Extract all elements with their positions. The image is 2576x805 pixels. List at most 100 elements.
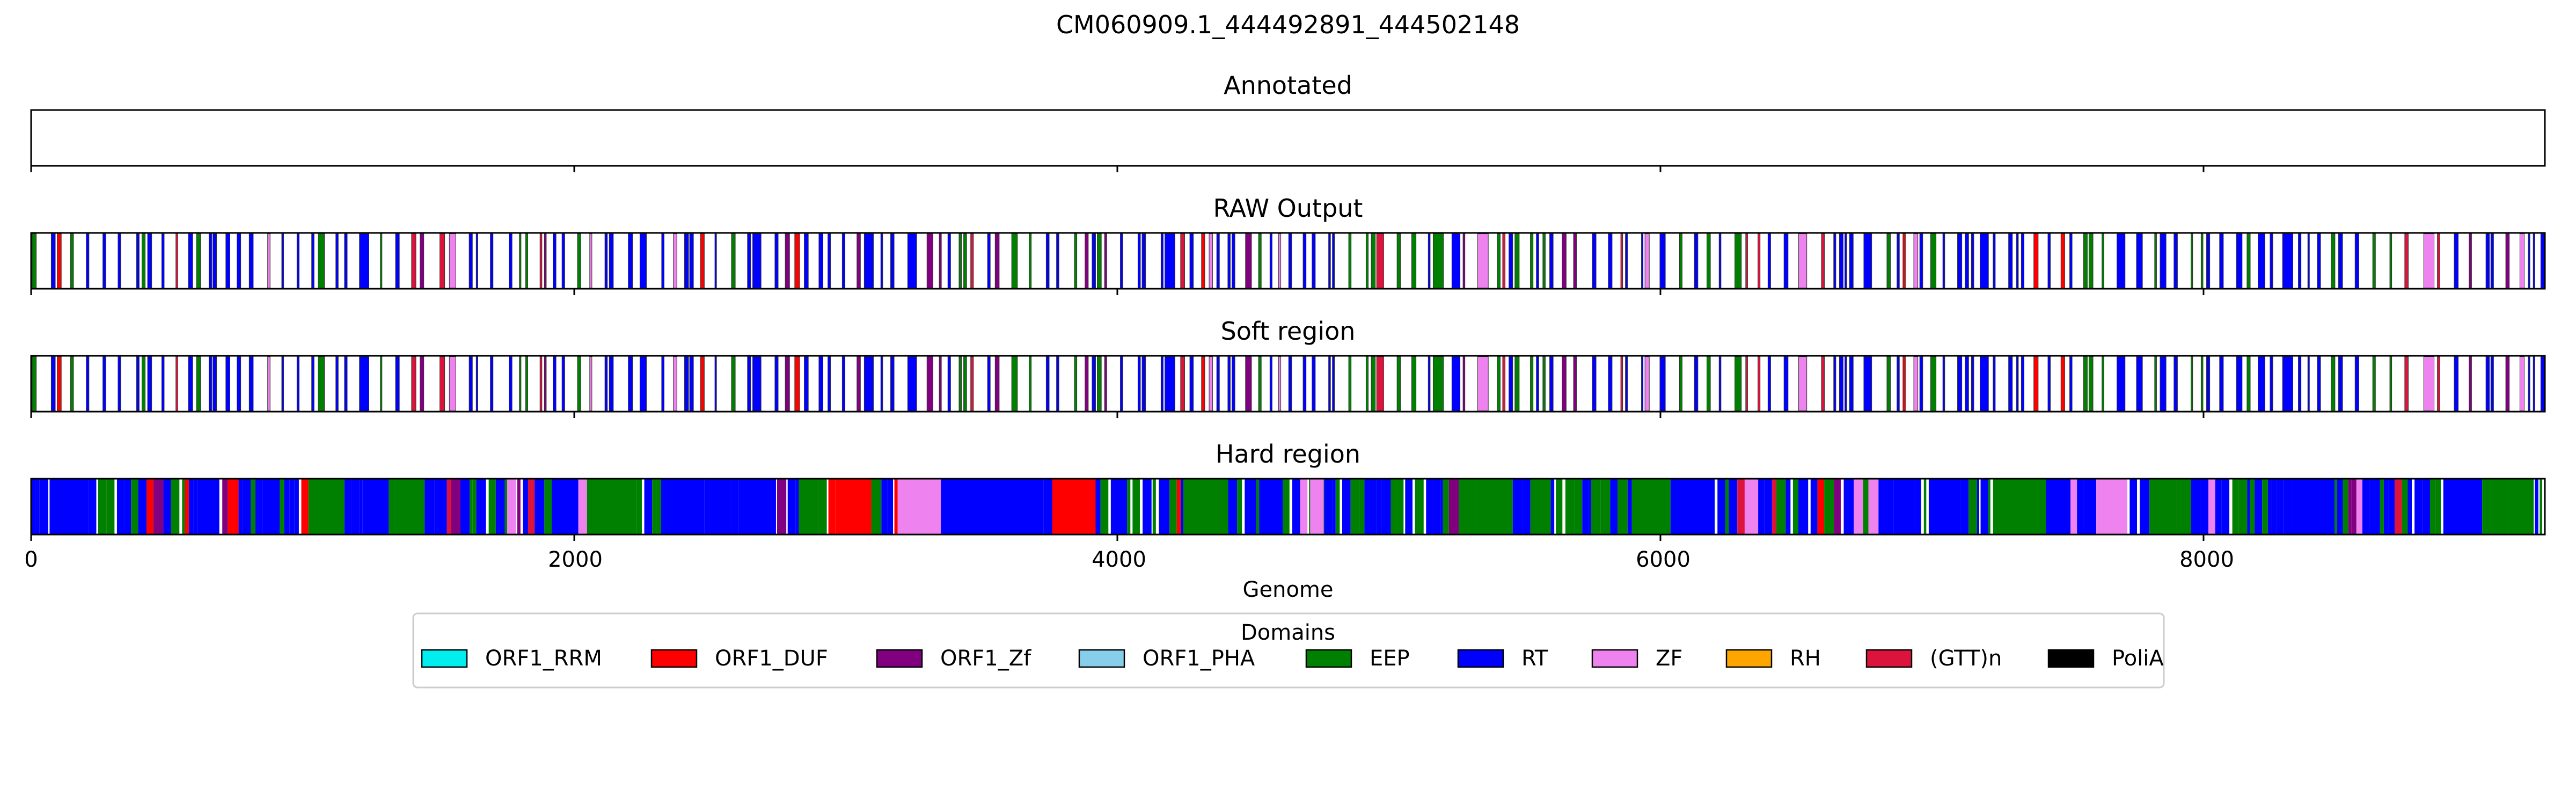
domain-segment-rt — [1165, 356, 1175, 411]
domain-segment-rt — [2221, 479, 2230, 534]
domain-segment-eep — [396, 479, 425, 534]
domain-segment-rt — [1328, 233, 1331, 288]
domain-segment-rt — [89, 479, 97, 534]
domain-segment-eep — [636, 479, 642, 534]
legend-label: EEP — [1370, 646, 1410, 671]
domain-segment-rt — [1428, 233, 1431, 288]
legend-item: EEP — [1305, 646, 1410, 671]
domain-segment-rt — [475, 233, 478, 288]
domain-segment-eep — [2343, 479, 2348, 534]
domain-segment-rt — [2490, 233, 2494, 288]
domain-segment-rt — [804, 233, 809, 288]
domain-segment-rt — [947, 233, 951, 288]
domain-segment-eep — [1029, 233, 1032, 288]
domain-segment-rt — [1227, 233, 1231, 288]
domain-segment-rt — [887, 479, 894, 534]
domain-segment-rt — [1228, 479, 1238, 534]
domain-segment-rt — [2407, 479, 2412, 534]
domain-segment-orf1zf — [994, 356, 1000, 411]
domain-segment-rt — [1232, 233, 1235, 288]
domain-segment-rt — [1342, 479, 1351, 534]
domain-segment-orf1zf — [2505, 356, 2510, 411]
domain-segment-orf1zf — [939, 233, 942, 288]
domain-segment-orf1duf — [1052, 479, 1096, 534]
domain-segment-rt — [1919, 356, 1923, 411]
domain-segment-rt — [482, 479, 486, 534]
domain-segment-rt — [2219, 233, 2224, 288]
domain-segment-rt — [255, 479, 259, 534]
domain-segment-rt — [2174, 356, 2178, 411]
domain-segment-rt — [2317, 233, 2321, 288]
legend-item: ORF1_PHA — [1078, 646, 1255, 671]
domain-segment-orf1zf — [1085, 233, 1089, 288]
legend-swatch — [650, 649, 698, 668]
domain-segment-rt — [1915, 479, 1921, 534]
domain-segment-rt — [1625, 356, 1628, 411]
domain-segment-eep — [2380, 479, 2384, 534]
domain-segment-orf1zf — [1573, 233, 1577, 288]
domain-segment-rt — [561, 233, 565, 288]
domain-segment-rt — [188, 356, 193, 411]
domain-segment-orf1zf — [222, 479, 228, 534]
domain-segment-orf1duf — [794, 356, 800, 411]
domain-segment-zf — [449, 356, 456, 411]
domain-segment-eep — [1169, 479, 1177, 534]
domain-segment-rt — [344, 479, 352, 534]
domain-segment-rt — [2016, 356, 2019, 411]
panel-title-hard-region: Hard region — [1216, 440, 1360, 469]
domain-segment-eep — [731, 356, 736, 411]
domain-segment-zf — [1278, 356, 1282, 411]
domain-segment-rt — [1993, 356, 1996, 411]
domain-segment-rt — [490, 233, 494, 288]
domain-segment-rt — [818, 233, 823, 288]
domain-segment-rt — [2083, 479, 2092, 534]
domain-segment-eep — [731, 233, 736, 288]
domain-segment-rt — [2298, 356, 2302, 411]
legend-swatch — [421, 649, 468, 668]
x-axis-tick-labels: 0 2000 4000 6000 8000 — [24, 547, 2234, 572]
domain-segment-orf1zf — [1085, 356, 1089, 411]
domain-segment-rt — [828, 233, 831, 288]
domain-segment-eep — [182, 479, 185, 534]
domain-segment-rt — [2140, 479, 2150, 534]
domain-segment-gttn — [1821, 356, 1825, 411]
domain-segment-gttn — [1620, 233, 1623, 288]
domain-segment-rt — [2338, 356, 2343, 411]
domain-segment-orf1zf — [420, 233, 425, 288]
domain-segment-rt — [281, 233, 284, 288]
domain-segment-rt — [1512, 479, 1523, 534]
domain-segment-rt — [2129, 479, 2137, 534]
domain-segment-rt — [1641, 233, 1644, 288]
domain-segment-rt — [523, 479, 528, 534]
domain-segment-orf1duf — [794, 233, 800, 288]
domain-segment-rt — [2215, 479, 2222, 534]
domain-segment-orf1zf — [994, 233, 1000, 288]
domain-segment-rt — [1878, 479, 1888, 534]
domain-segment-orf1zf — [1462, 233, 1466, 288]
domain-segment-rt — [689, 233, 694, 288]
domain-segment-rt — [335, 356, 339, 411]
domain-segment-orf1zf — [544, 356, 547, 411]
domain-segment-zf — [267, 356, 270, 411]
domain-segment-rt — [551, 479, 575, 534]
domain-segment-rt — [2535, 479, 2538, 534]
domain-segment-gttn — [1502, 356, 1506, 411]
domain-segment-rt — [1717, 479, 1725, 534]
domain-segment-eep — [525, 356, 528, 411]
domain-segment-rt — [2454, 356, 2459, 411]
domain-segment-eep — [2102, 233, 2104, 288]
domain-segment-rt — [1509, 233, 1513, 288]
legend-swatch — [1305, 649, 1352, 668]
domain-segment-rt — [2091, 479, 2097, 534]
legend-swatch — [1591, 649, 1638, 668]
domain-segment-rt — [1120, 233, 1123, 288]
domain-segment-eep — [2389, 233, 2392, 288]
domain-segment-rt — [684, 233, 689, 288]
domain-segment-rt — [2206, 233, 2211, 288]
domain-segment-rt — [1694, 356, 1699, 411]
domain-segment-rt — [752, 233, 762, 288]
domain-segment-eep — [2182, 479, 2191, 534]
domain-segment-eep — [1514, 356, 1520, 411]
domain-segment-zf — [1477, 356, 1489, 411]
x-tick-label: 0 — [24, 547, 38, 572]
